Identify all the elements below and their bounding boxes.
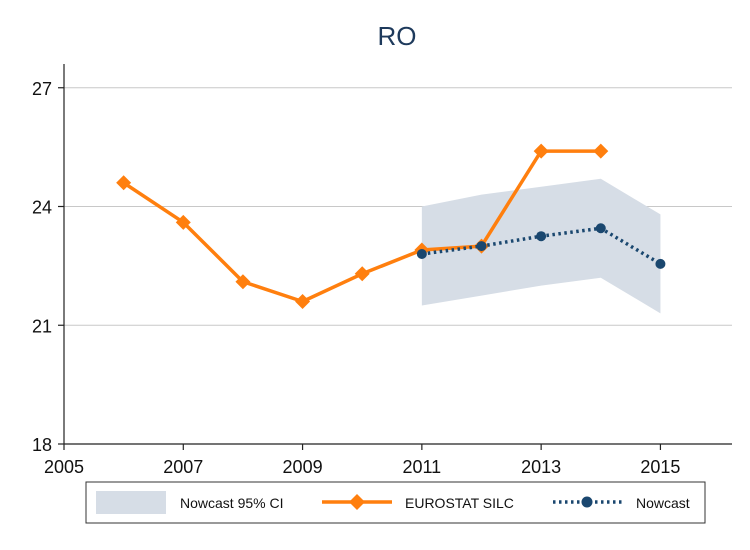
nowcast-point <box>595 223 606 234</box>
ci-band-area <box>421 178 661 314</box>
eurostat-point <box>116 175 132 191</box>
legend-frame <box>85 481 706 524</box>
eurostat-point <box>593 143 609 159</box>
y-tick-label: 27 <box>32 79 52 99</box>
eurostat-point <box>533 143 549 159</box>
x-tick-label: 2013 <box>521 457 561 477</box>
eurostat-point <box>354 266 370 282</box>
legend-swatch-ci-band <box>96 491 166 514</box>
eurostat-point <box>295 294 311 309</box>
nowcast-point <box>655 258 666 269</box>
x-tick-label: 2005 <box>44 457 84 477</box>
y-tick-label: 24 <box>32 198 52 218</box>
nowcast-point <box>536 231 547 242</box>
eurostat-point <box>175 214 191 230</box>
legend-swatch-nowcast-marker <box>581 496 593 508</box>
chart-title: RO <box>378 21 417 51</box>
series-layer <box>116 143 666 309</box>
axes: 18 21 24 27 2005 2007 2009 2011 2013 2015 <box>32 64 732 477</box>
x-tick-label: 2011 <box>402 457 441 477</box>
legend-label-ci-band: Nowcast 95% CI <box>180 495 283 511</box>
legend-label-nowcast: Nowcast <box>636 495 690 511</box>
nowcast-point <box>416 249 427 259</box>
y-tick-label: 21 <box>32 316 52 336</box>
y-tick-label: 18 <box>32 435 52 455</box>
legend-label-eurostat: EUROSTAT SILC <box>405 495 514 511</box>
confidence-band-layer <box>421 178 661 314</box>
x-tick-label: 2009 <box>283 457 323 477</box>
legend: Nowcast 95% CI EUROSTAT SILC Nowcast <box>85 481 706 524</box>
eurostat-point <box>235 274 251 290</box>
legend-swatch-eurostat-marker <box>349 494 365 510</box>
x-tick-label: 2015 <box>640 457 680 477</box>
x-tick-label: 2007 <box>163 457 203 477</box>
nowcast-point <box>476 241 487 252</box>
